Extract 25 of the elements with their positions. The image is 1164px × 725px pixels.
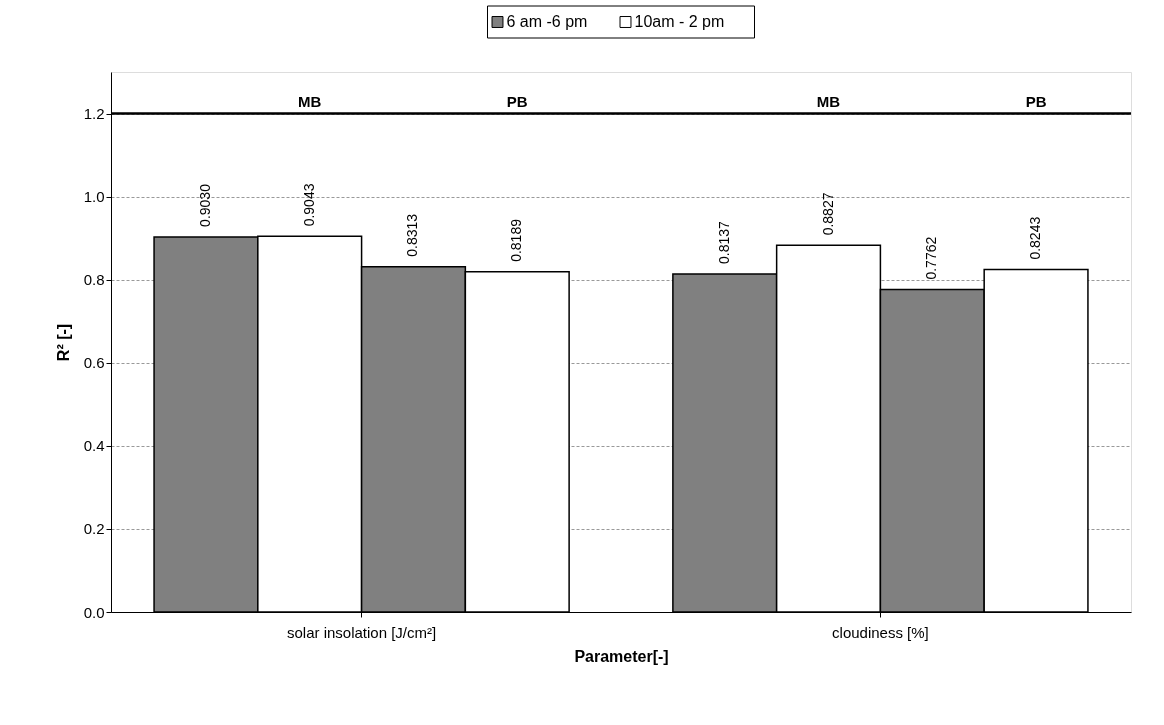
y-axis-title: R² [-] <box>54 323 72 362</box>
annotation: MB <box>816 93 841 110</box>
y-tick-label: 0.6 <box>83 354 105 372</box>
y-tick-label: 1.0 <box>83 188 105 206</box>
annotation: PB <box>506 93 528 110</box>
y-tick-label: 0.0 <box>83 603 105 621</box>
legend-label: 10am - 2 pm <box>634 13 725 30</box>
x-tick-label: cloudiness [%] <box>832 623 929 641</box>
y-tick-label: 0.4 <box>83 437 105 455</box>
x-axis-title: Parameter[-] <box>574 647 669 665</box>
data-label: 0.8137 <box>715 220 732 264</box>
data-label: 0.8189 <box>508 218 525 262</box>
data-label: 0.9030 <box>196 183 213 227</box>
annotation: PB <box>1025 93 1047 110</box>
data-label: 0.7762 <box>923 236 940 280</box>
annotation: MB <box>298 93 322 110</box>
data-label: 0.8827 <box>819 192 836 236</box>
y-tick-label: 1.2 <box>83 105 105 123</box>
data-label: 0.8243 <box>1027 216 1044 260</box>
y-tick-label: 0.2 <box>83 520 105 538</box>
data-label: 0.8313 <box>404 213 421 257</box>
y-tick-label: 0.8 <box>83 271 105 289</box>
legend-label: 6 am -6 pm <box>506 13 588 30</box>
x-tick-label: solar insolation [J/cm²] <box>286 623 437 641</box>
data-label: 0.9043 <box>300 183 317 227</box>
